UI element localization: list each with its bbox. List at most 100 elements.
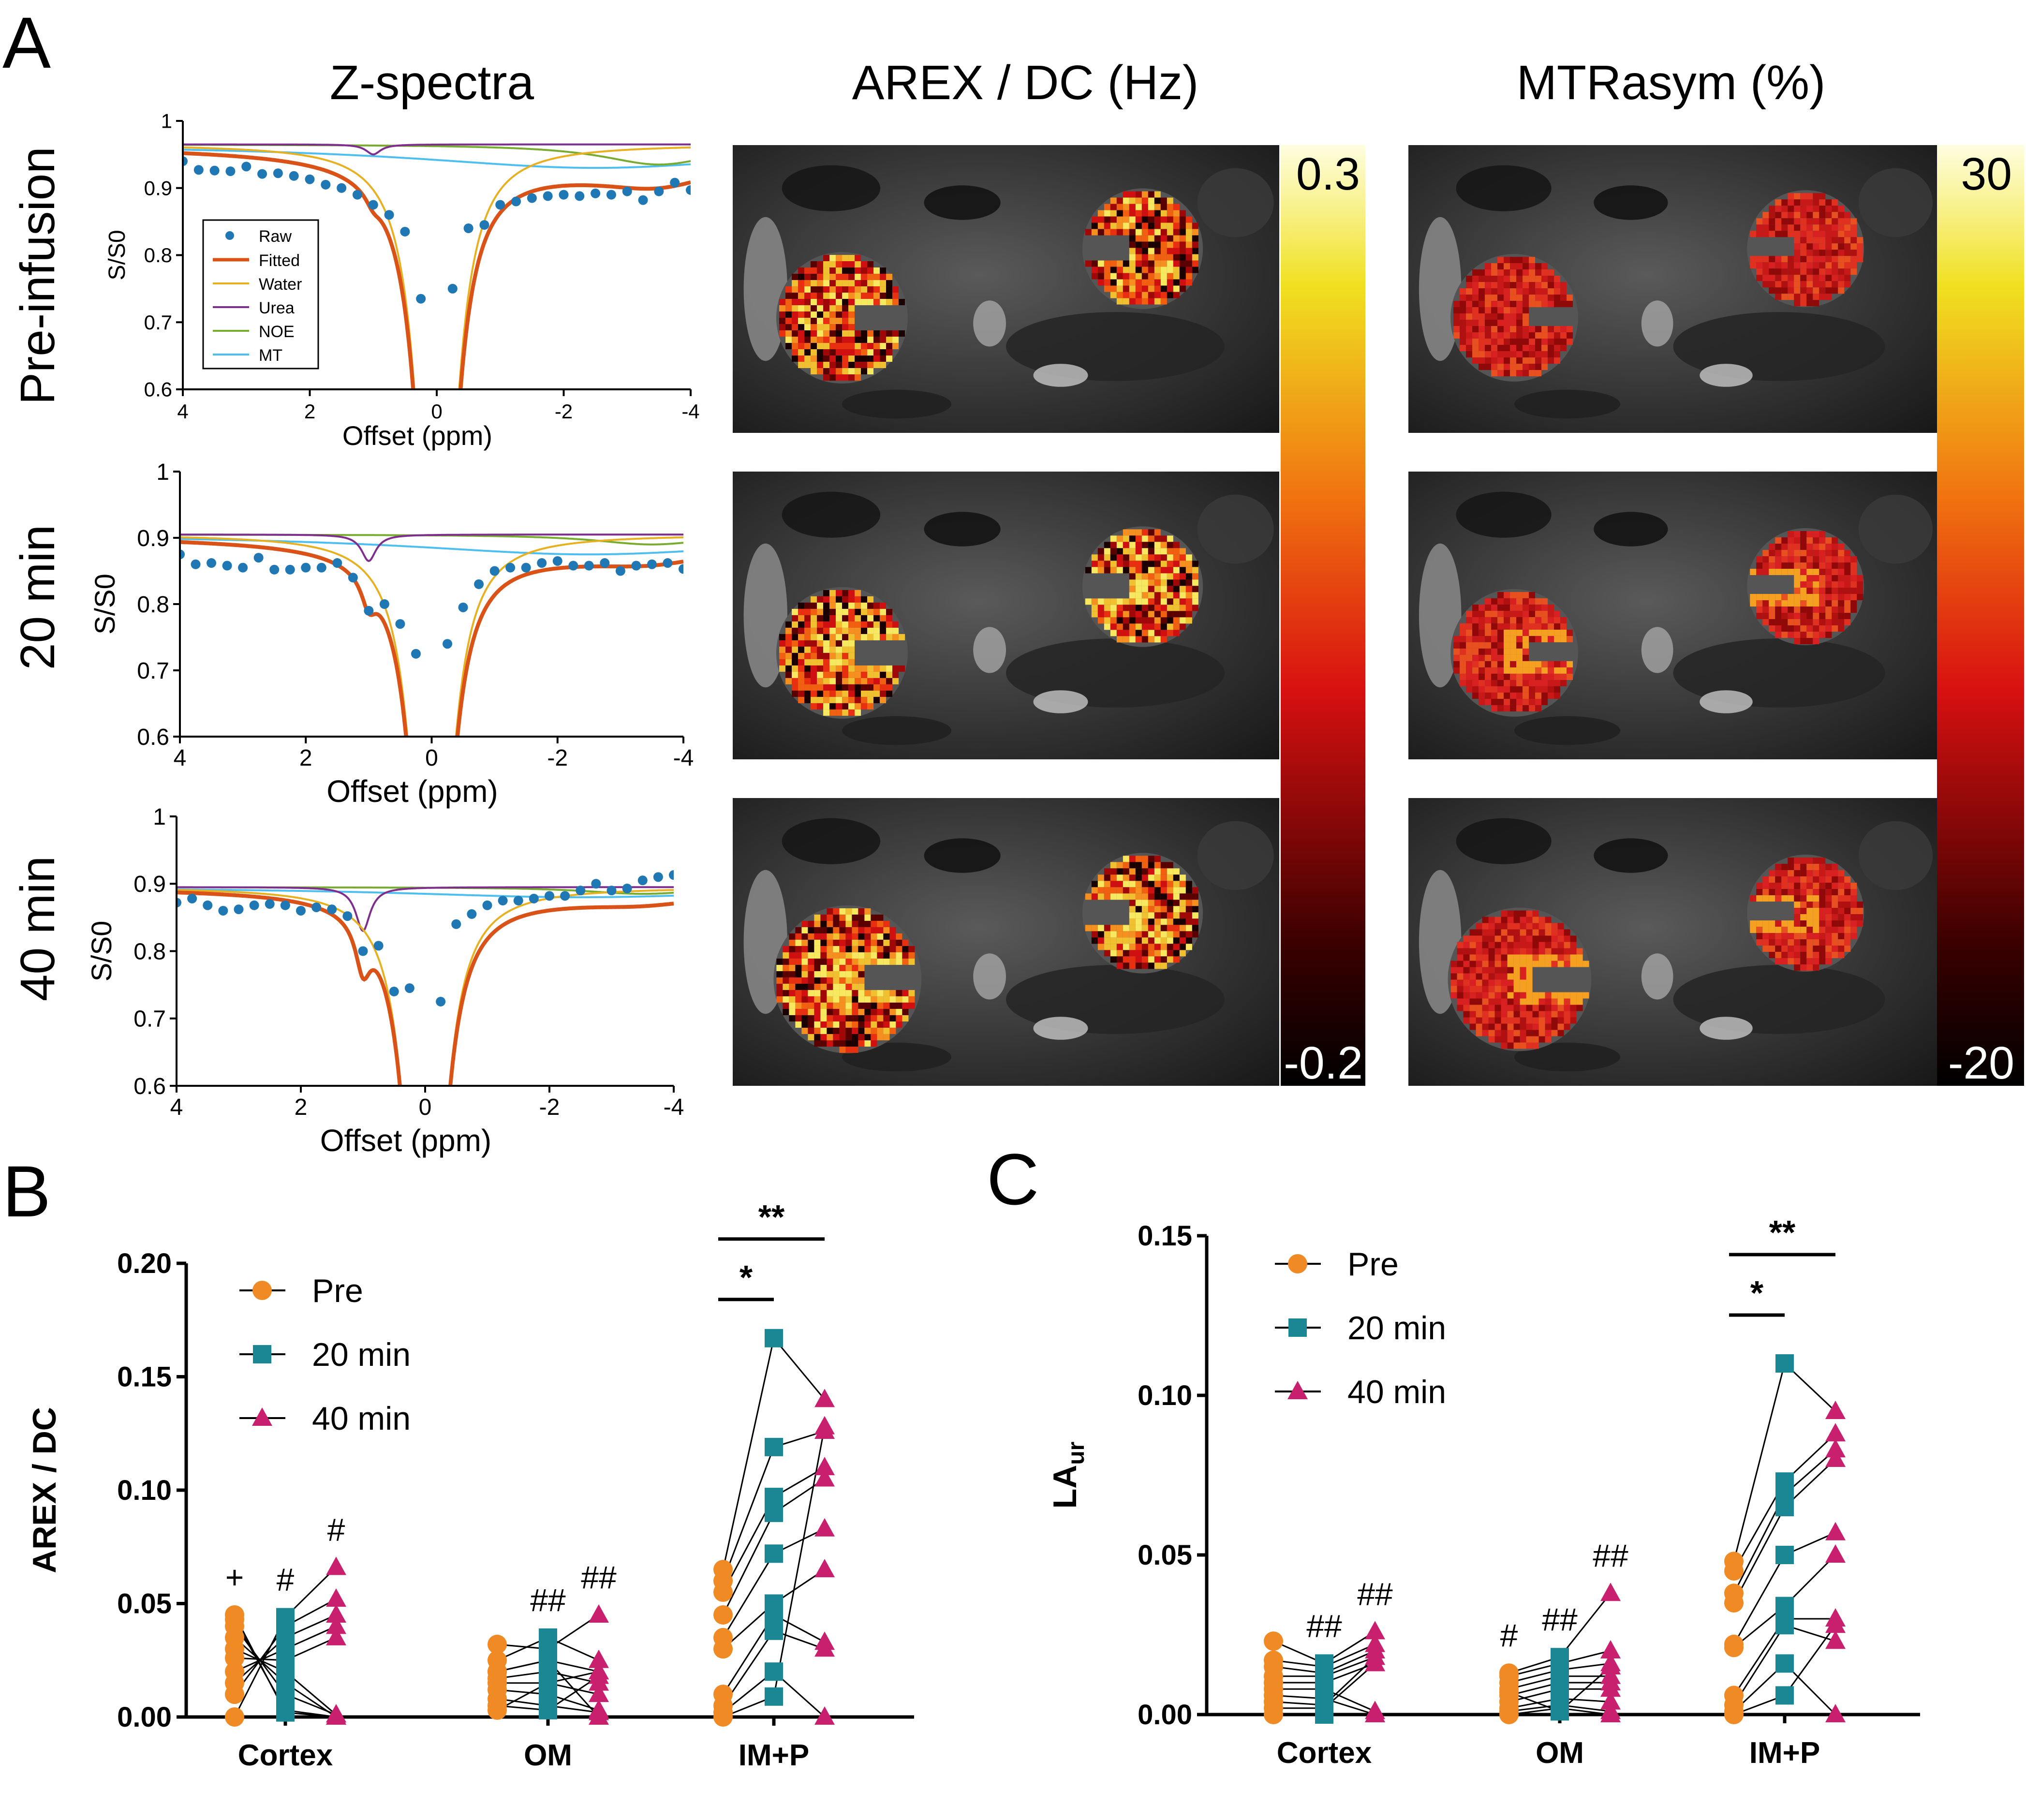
legend-urea: Urea <box>259 299 295 317</box>
min40-marker <box>1825 1630 1846 1649</box>
raw-point <box>647 559 657 569</box>
x-category-label: Cortex <box>1277 1736 1372 1770</box>
anatomy-shape <box>1006 312 1225 381</box>
scatter-legend: Pre 20 min 40 min <box>239 1273 411 1437</box>
zspectrum-plot-40min: 4 2 0 -2 -4 0.6 0.7 0.8 0.9 1 Offset (ppm) S/S0 <box>86 804 684 1158</box>
min20-marker <box>276 1685 295 1704</box>
raw-point <box>458 602 468 612</box>
raw-point <box>400 226 410 237</box>
raw-point <box>364 606 374 616</box>
raw-point <box>545 891 554 901</box>
colorbar-arex-min: -0.2 <box>1284 1037 1363 1089</box>
min20-marker <box>1775 1354 1794 1373</box>
pre-marker <box>1499 1705 1519 1724</box>
anatomy-shape <box>1033 1017 1088 1040</box>
min20-marker <box>765 1329 783 1347</box>
raw-point <box>358 946 368 956</box>
raw-point <box>505 562 516 573</box>
raw-point <box>241 162 251 172</box>
legend-fitted: Fitted <box>259 252 300 270</box>
raw-point <box>311 902 322 912</box>
min40-marker <box>1287 1381 1308 1399</box>
min20-marker <box>1775 1616 1794 1635</box>
legend-noe: NOE <box>259 323 295 341</box>
x-category-label: OM <box>1536 1736 1584 1770</box>
min40-marker <box>814 1416 835 1435</box>
min40-marker <box>1825 1704 1846 1722</box>
y-axis-label: S/S0 <box>104 230 130 280</box>
anatomy-shape <box>842 716 951 745</box>
x-tick-label: -2 <box>539 1095 560 1120</box>
anatomy-shape <box>1673 312 1885 381</box>
anatomy-shape <box>973 627 1006 673</box>
x-axis-label: Offset (ppm) <box>326 774 498 809</box>
raw-point <box>679 564 683 574</box>
min40-marker <box>1825 1439 1846 1458</box>
raw-point <box>443 639 453 649</box>
raw-point <box>348 573 358 583</box>
raw-point <box>342 911 353 921</box>
raw-point <box>404 983 414 993</box>
raw-point <box>352 190 362 200</box>
colorbar-arex-max: 0.3 <box>1296 148 1360 200</box>
water-curve <box>183 146 691 389</box>
raw-point <box>253 553 264 563</box>
y-tick-label: 0.6 <box>144 378 172 401</box>
y-tick-label: 0.7 <box>144 311 172 334</box>
min40-marker <box>326 1556 346 1575</box>
panel-letter-a: A <box>2 2 51 83</box>
x-tick-label: 0 <box>431 400 442 423</box>
mtrasym-map <box>1408 798 1938 1086</box>
pre-marker <box>1288 1254 1307 1273</box>
anatomy-shape <box>1700 1017 1753 1040</box>
raw-point <box>180 549 185 560</box>
raw-point <box>301 562 311 573</box>
min40-marker <box>1600 1704 1621 1722</box>
raw-point <box>653 872 663 882</box>
x-tick-label: -4 <box>681 400 699 423</box>
min40-marker <box>1600 1691 1621 1710</box>
pre-marker <box>1264 1631 1283 1651</box>
anatomy-shape <box>1858 821 1933 890</box>
raw-point <box>384 210 394 220</box>
raw-point <box>321 179 331 190</box>
y-tick-label: 0.10 <box>1138 1380 1192 1411</box>
x-tick-label: 2 <box>304 400 315 423</box>
raw-point <box>280 900 290 910</box>
anatomy-shape <box>1197 494 1274 564</box>
anatomy-shape <box>924 185 1001 220</box>
y-axis-label: S/S0 <box>86 921 118 982</box>
raw-point <box>521 562 531 573</box>
panel-letter-b: B <box>2 1151 51 1232</box>
y-tick-label: 0.15 <box>1138 1220 1192 1252</box>
anatomy-shape <box>1594 838 1668 873</box>
min40-marker <box>814 1706 835 1725</box>
min20-marker <box>765 1503 783 1522</box>
x-tick-label: -2 <box>547 745 568 771</box>
legend-mt: MT <box>259 346 282 365</box>
raw-point <box>606 190 616 200</box>
significance-mark: ## <box>1306 1608 1342 1643</box>
anatomy-shape <box>1197 821 1274 890</box>
x-tick-label: -4 <box>673 745 694 771</box>
raw-point <box>638 195 648 205</box>
x-tick-label: 2 <box>295 1095 308 1120</box>
anatomy-shape <box>842 389 951 419</box>
x-category-label: IM+P <box>739 1739 809 1772</box>
anatomy-shape <box>1641 300 1673 347</box>
x-tick-label: 4 <box>170 1095 183 1120</box>
min40-marker <box>1825 1522 1846 1540</box>
y-axis-label-subscript: ur <box>1064 1442 1089 1465</box>
mtrasym-map <box>1408 472 1938 759</box>
y-tick-label: 0.9 <box>137 526 169 551</box>
min20-marker <box>1775 1654 1794 1673</box>
significance-mark: + <box>225 1559 244 1595</box>
arex-map <box>733 798 1279 1086</box>
x-tick-label: 4 <box>174 745 187 771</box>
anatomy-shape <box>782 818 881 864</box>
y-tick-label: 0.6 <box>137 725 169 750</box>
significance-mark: ## <box>581 1559 617 1595</box>
fitted-curve <box>180 540 683 737</box>
raw-point <box>495 200 505 210</box>
